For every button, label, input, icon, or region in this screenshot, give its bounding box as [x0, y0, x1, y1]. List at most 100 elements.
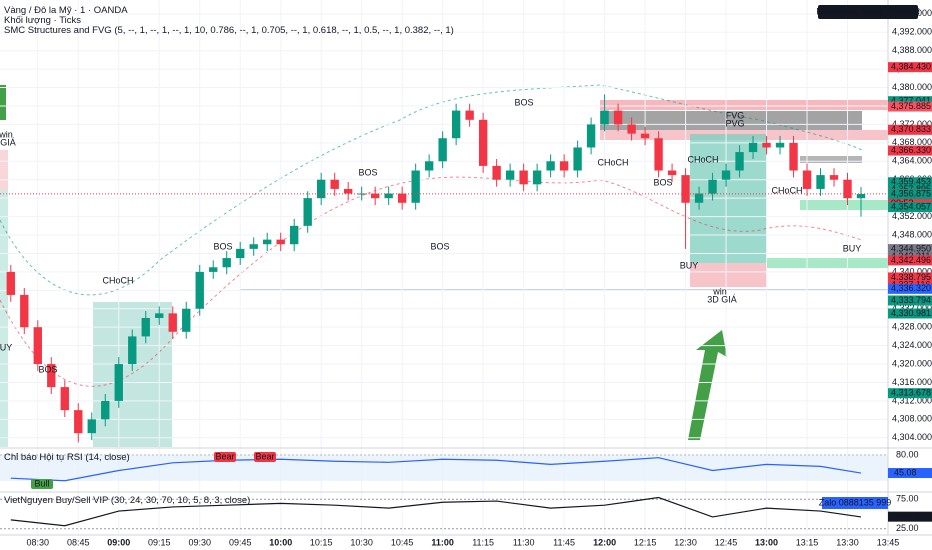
annotation: win — [0, 129, 13, 139]
price-label-box — [888, 272, 932, 283]
candle-body — [613, 110, 623, 125]
x-tick-label: 10:00 — [269, 537, 292, 547]
price-label-box — [888, 124, 932, 135]
candle-body — [694, 193, 704, 203]
badge-box — [818, 5, 918, 19]
price-label: 4,354.057 — [891, 201, 931, 211]
candle-body — [843, 179, 852, 199]
annotation: BOS — [38, 364, 57, 374]
y-tick-label: 4,368.000 — [892, 137, 932, 147]
annotation: BOS — [358, 167, 377, 177]
price-label: 4,359.453 — [891, 177, 931, 187]
candle-body — [667, 170, 677, 176]
y-tick-label: 4,348.000 — [892, 229, 932, 239]
candle-body — [721, 170, 731, 180]
candle-body — [654, 138, 663, 171]
zone — [600, 100, 888, 110]
zone — [0, 150, 8, 190]
indicator-title: SMC Structures and FVG (5, --, 1, --, 1,… — [4, 25, 454, 36]
candle-body — [681, 175, 690, 203]
price-label-box — [888, 177, 932, 188]
annotation: BOS — [653, 177, 672, 187]
zone — [800, 200, 888, 210]
vn-title: VietNguyen Buy/Sell VIP (30, 24, 30, 70,… — [4, 495, 250, 506]
candle-body — [182, 308, 191, 332]
x-tick-label: 09:15 — [148, 537, 171, 547]
candle-body — [236, 248, 245, 259]
badge-box — [214, 452, 236, 462]
candle-body — [141, 317, 150, 337]
y-tick-label: 4,320.000 — [892, 358, 932, 368]
candle-body — [222, 258, 231, 268]
annotation: BOS — [514, 97, 533, 107]
x-tick-label: 13:15 — [796, 537, 819, 547]
candle-body — [519, 170, 528, 185]
x-tick-label: 08:45 — [67, 537, 90, 547]
y-tick-label: 4,392.000 — [892, 27, 932, 37]
rsi-title: Chỉ báo Hội tụ RSI (14, close) — [4, 452, 130, 463]
x-tick-label: 08:30 — [27, 537, 50, 547]
annotation: CHoCH — [597, 157, 628, 167]
price-label-box — [888, 62, 932, 73]
annotation: BOS — [430, 241, 449, 251]
y-tick-label: 4,352.000 — [892, 211, 932, 221]
candle-body — [411, 170, 420, 203]
price-label-box — [888, 283, 932, 294]
x-tick-label: 12:30 — [674, 537, 697, 547]
annotation: BUY — [680, 260, 699, 270]
candle-body — [762, 142, 771, 148]
y-tick-label: 4,332.000 — [892, 303, 932, 313]
y-tick-label: 4,316.000 — [892, 377, 932, 387]
candle-body — [775, 142, 785, 148]
y-tick-label: 4,380.000 — [892, 82, 932, 92]
price-label: 4,338.795 — [891, 272, 931, 282]
candle-body — [465, 110, 474, 120]
candle-body — [249, 244, 258, 249]
chart-title: Vàng / Đô la Mỹ · 1 · OANDA — [4, 5, 128, 16]
last-value-box — [888, 468, 932, 479]
annotation: FVG — [726, 110, 745, 120]
indicator-line — [10, 496, 862, 527]
annotation: PVG — [725, 118, 744, 128]
price-label-box — [888, 244, 932, 255]
candle-body — [640, 133, 650, 139]
candle-body — [627, 124, 636, 134]
y-tick-label: 80.00 — [896, 450, 919, 460]
y-tick-label: 4,324.000 — [892, 340, 932, 350]
marks — [0, 94, 888, 527]
candle-body — [6, 271, 15, 295]
x-tick-label: 09:00 — [107, 537, 130, 547]
last-value-label: 45.479 — [894, 511, 922, 521]
price-label-box — [888, 202, 932, 213]
zone — [690, 263, 767, 287]
fvg-zone — [600, 111, 862, 130]
x-tick-label: 13:45 — [877, 537, 900, 547]
candle-body — [600, 110, 609, 125]
candle-body — [47, 364, 56, 388]
candle-body — [384, 193, 393, 199]
y-tick-label: 4,388.000 — [892, 45, 932, 55]
price-label: 4,333.794 — [891, 295, 931, 305]
candle-body — [330, 179, 339, 189]
candle-body — [87, 419, 96, 434]
candle-body — [789, 142, 798, 171]
price-label: 4,330.981 — [891, 308, 931, 318]
candle-body — [33, 327, 42, 365]
annotation: 3D GIÁ — [707, 294, 737, 304]
candle-body — [573, 147, 582, 171]
candle-body — [802, 170, 812, 189]
price-label: 4,384.430 — [891, 62, 931, 72]
zone — [767, 258, 888, 268]
badge: Zalo 0888135 999 — [819, 497, 892, 507]
x-tick-label: 10:15 — [310, 537, 333, 547]
annotation: GIÁ — [0, 137, 16, 147]
annotation: CHoCH — [771, 185, 802, 195]
candle-body — [451, 110, 461, 139]
y-tick-label: 4,372.000 — [892, 119, 932, 129]
y-tick-label: 4,312.000 — [892, 395, 932, 405]
band-lower — [0, 176, 863, 387]
candle-body — [343, 188, 353, 194]
badge-box — [254, 452, 276, 462]
badge-box — [822, 497, 888, 509]
price-label: 4,356.875 — [891, 188, 931, 198]
